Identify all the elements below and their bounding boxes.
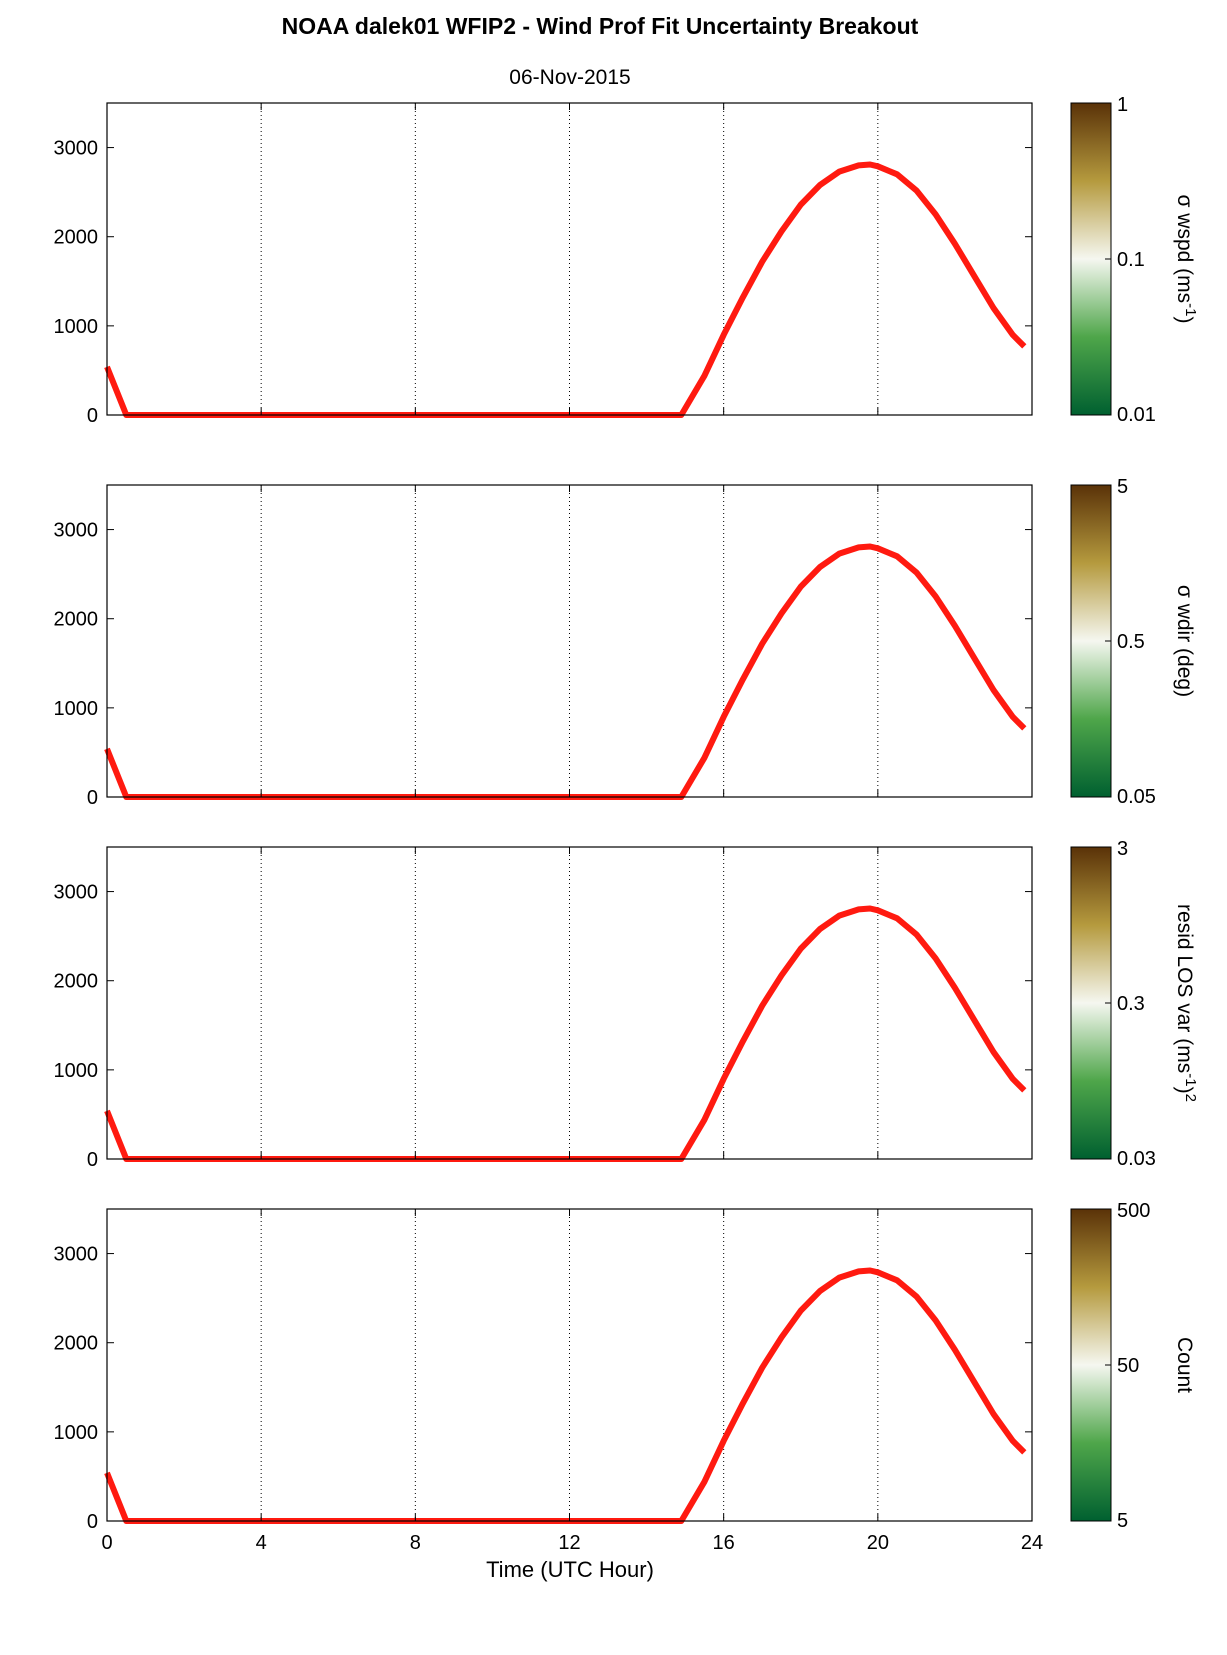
colorbar-tick-label: 0.5 [1117,631,1145,653]
y-tick-label: 0 [87,405,98,427]
colorbar-label-sup: -1 [1183,303,1200,316]
colorbar-tick-label: 5 [1117,1510,1128,1532]
colorbar-label-text: resid LOS var (ms [1173,904,1196,1073]
sun-curve [104,1267,1027,1524]
colorbar-tick-label: 50 [1117,1355,1139,1377]
colorbar-label: σ wdir (deg) [1173,585,1196,697]
x-tick-label: 4 [256,1532,267,1554]
y-tick-label: 1000 [54,1060,99,1082]
x-tick-label: 20 [867,1532,889,1554]
colorbar-label-sup2: 2 [1183,1094,1200,1102]
y-tick-label: 3000 [54,1244,99,1266]
sun-curve [104,543,1027,800]
y-tick-label: 1000 [54,1422,99,1444]
y-tick-label: 1000 [54,698,99,720]
colorbar [1070,1208,1112,1522]
y-tick-label: 2000 [54,227,99,249]
panel-2: 0 1000 2000 3000 5 0.5 0.05 σ wdir (deg) [54,476,1197,809]
colorbar-label-text: σ wdir (deg) [1173,585,1196,697]
colorbar-label-suffix: ) [1173,316,1196,323]
y-tick-label: 2000 [54,609,99,631]
x-tick-label: 16 [713,1532,735,1554]
figure-subtitle: 06-Nov-2015 [509,66,630,89]
colorbar-tick-label: 0.05 [1117,786,1156,808]
colorbar-tick-label: 0.03 [1117,1148,1156,1170]
colorbar-tick-label: 3 [1117,838,1128,860]
y-tick-label: 0 [87,787,98,809]
colorbar-label: Count [1173,1337,1196,1393]
colorbar-label-sup: -1 [1183,1073,1200,1086]
figure-title: NOAA dalek01 WFIP2 - Wind Prof Fit Uncer… [282,13,919,39]
colorbar [1070,102,1112,416]
colorbar-label: resid LOS var (ms-1)2 [1173,904,1200,1102]
sun-curve [104,161,1027,418]
x-tick-label: 24 [1021,1532,1043,1554]
y-tick-label: 3000 [54,138,99,160]
x-axis-label: Time (UTC Hour) [486,1557,654,1582]
colorbar-label: σ wspd (ms-1) [1173,195,1200,324]
y-tick-label: 3000 [54,520,99,542]
y-tick-label: 2000 [54,971,99,993]
colorbar-tick-label: 5 [1117,476,1128,498]
colorbar-tick-label: 0.3 [1117,993,1145,1015]
y-tick-label: 3000 [54,882,99,904]
panel-4: 0 1000 2000 3000 0 4 8 12 16 20 24 500 50 5 Count [54,1200,1197,1554]
panel-3: 0 1000 2000 3000 3 0.3 0.03 resid LOS var (ms-1… [54,838,1200,1171]
y-tick-label: 2000 [54,1333,99,1355]
colorbar-tick-label: 0.1 [1117,249,1145,271]
y-tick-label: 1000 [54,316,99,338]
x-tick-label: 8 [410,1532,421,1554]
y-tick-label: 0 [87,1511,98,1533]
colorbar [1070,846,1112,1160]
y-tick-label: 0 [87,1149,98,1171]
x-tick-label: 12 [558,1532,580,1554]
colorbar-label-text: σ wspd (ms [1173,195,1196,304]
colorbar-label-suffix: ) [1173,1087,1196,1094]
colorbar-tick-label: 500 [1117,1200,1150,1222]
sun-curve [104,905,1027,1162]
colorbar-tick-label: 0.01 [1117,404,1156,426]
colorbar-label-text: Count [1173,1337,1196,1393]
x-tick-label: 0 [101,1532,112,1554]
panel-1: 0 1000 2000 3000 1 0.1 0.01 σ wspd (ms-1) [54,94,1200,427]
colorbar [1070,484,1112,798]
colorbar-tick-label: 1 [1117,94,1128,116]
